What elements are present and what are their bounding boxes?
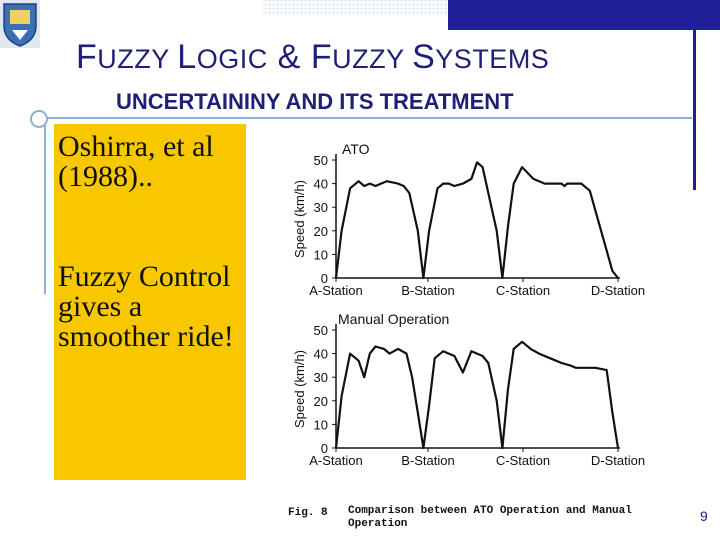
x-tick-label: B-Station xyxy=(401,453,454,468)
conclusion-text: Fuzzy Control gives a smoother ride! xyxy=(58,260,234,353)
x-tick-label: A-Station xyxy=(309,283,362,298)
citation-text: Oshirra, et al (1988).. xyxy=(58,130,214,193)
y-tick-label: 30 xyxy=(314,200,328,215)
top-grid-pattern xyxy=(262,0,458,16)
y-tick-label: 0 xyxy=(321,271,328,286)
figure-caption-text: Operation xyxy=(348,518,407,530)
y-tick-label: 50 xyxy=(314,323,328,338)
x-tick-label: B-Station xyxy=(401,283,454,298)
x-tick-label: C-Station xyxy=(496,453,550,468)
slide-subtitle: UNCERTAININY AND ITS TREATMENT xyxy=(116,89,514,114)
x-tick-label: C-Station xyxy=(496,283,550,298)
chart-title: Manual Operation xyxy=(338,311,449,327)
page-number: 9 xyxy=(700,508,708,524)
y-tick-label: 40 xyxy=(314,177,328,192)
slide-title: FUZZY LOGIC & FUZZY SYSTEMS xyxy=(76,38,550,76)
x-tick-label: D-Station xyxy=(591,453,645,468)
header-blue-bar xyxy=(448,0,720,30)
y-tick-label: 20 xyxy=(314,394,328,409)
speed-comparison-figure: 0 10 20 30 40 50 Speed (km/h) ATO A-Station B-Sta… xyxy=(288,141,645,530)
y-tick-label: 20 xyxy=(314,224,328,239)
header-vertical-line xyxy=(693,30,696,190)
y-tick-label: 50 xyxy=(314,153,328,168)
y-tick-label: 10 xyxy=(314,417,328,432)
y-tick-label: 0 xyxy=(321,441,328,456)
y-axis-label: Speed (km/h) xyxy=(292,180,307,258)
y-tick-label: 30 xyxy=(314,370,328,385)
university-crest-logo xyxy=(0,0,40,48)
highlight-box xyxy=(54,124,246,480)
x-tick-label: A-Station xyxy=(309,453,362,468)
figure-caption-text: Comparison between ATO Operation and Man… xyxy=(348,505,632,517)
chart-title: ATO xyxy=(342,141,370,157)
title-divider-line xyxy=(44,117,692,119)
y-tick-label: 40 xyxy=(314,347,328,362)
figure-caption-label: Fig. 8 xyxy=(288,507,328,519)
y-tick-label: 10 xyxy=(314,247,328,262)
y-axis-label: Speed (km/h) xyxy=(292,350,307,428)
speed-series-line xyxy=(334,161,619,280)
divider-ring-icon xyxy=(30,110,48,128)
speed-series-line xyxy=(334,340,620,450)
left-accent-line xyxy=(44,124,46,294)
x-tick-label: D-Station xyxy=(591,283,645,298)
